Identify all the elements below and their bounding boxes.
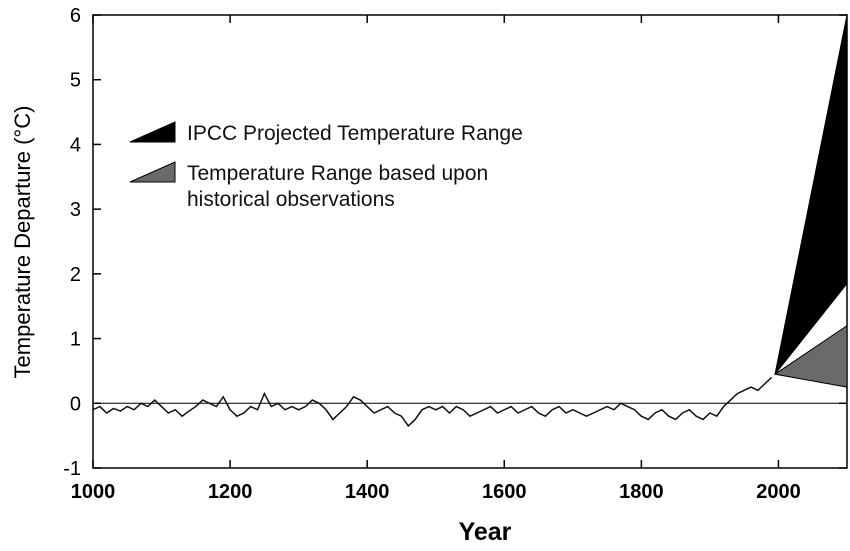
y-tick-label: 1	[70, 329, 81, 351]
x-tick-label: 1600	[482, 481, 527, 503]
legend-swatch	[129, 161, 176, 183]
legend-label: Temperature Range based upon historical …	[187, 162, 489, 211]
range-area	[773, 324, 848, 388]
y-axis-label: Temperature Departure (°C)	[10, 106, 35, 379]
y-tick-label: -1	[63, 458, 81, 480]
x-tick-label: 2000	[756, 481, 801, 503]
x-axis-label: Year	[459, 518, 512, 546]
x-tick-label: 1400	[345, 481, 390, 503]
range-area	[774, 14, 848, 375]
x-tick-label: 1800	[619, 481, 664, 503]
y-tick-label: 6	[70, 5, 81, 27]
y-tick-label: 2	[70, 264, 81, 286]
y-tick-label: 5	[70, 70, 81, 92]
legend-label: IPCC Projected Temperature Range	[187, 122, 523, 145]
x-tick-label: 1000	[71, 481, 116, 503]
temperature-line	[92, 376, 773, 428]
y-tick-label: 0	[70, 393, 81, 415]
y-tick-label: 3	[70, 199, 81, 221]
x-tick-label: 1200	[208, 481, 253, 503]
y-tick-label: 4	[70, 134, 81, 156]
plot-frame	[92, 14, 848, 469]
legend-swatch	[129, 121, 176, 143]
